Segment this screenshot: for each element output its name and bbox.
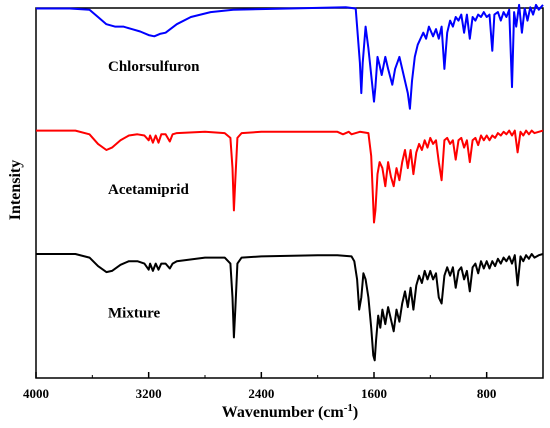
- x-tick-label: 3200: [136, 386, 162, 401]
- series-label-layer: Chlorsulfuron Acetamiprid Mixture: [108, 59, 200, 322]
- x-tick-label: 4000: [23, 386, 49, 401]
- series-label-chlorsulfuron: Chlorsulfuron: [108, 59, 200, 75]
- x-axis-label-main: Wavenumber (cm: [222, 404, 345, 421]
- x-axis-label-sup: -1: [344, 402, 353, 414]
- y-axis-label: Intensity: [7, 160, 24, 220]
- series-line-chlorsulfuron: [36, 3, 544, 110]
- x-tick-layer: 4000 3200 2400 1600 800: [23, 372, 544, 401]
- x-axis-label-close: ): [353, 404, 358, 421]
- series-label-mixture: Mixture: [108, 306, 161, 322]
- x-tick-label: 1600: [361, 386, 387, 401]
- series-layer: [36, 3, 544, 362]
- x-tick-label: 800: [477, 386, 497, 401]
- series-line-mixture: [36, 253, 544, 362]
- x-axis-label: Wavenumber (cm-1): [222, 402, 358, 421]
- series-label-acetamiprid: Acetamiprid: [108, 182, 189, 198]
- x-tick-label: 2400: [248, 386, 274, 401]
- series-line-acetamiprid: [36, 129, 544, 224]
